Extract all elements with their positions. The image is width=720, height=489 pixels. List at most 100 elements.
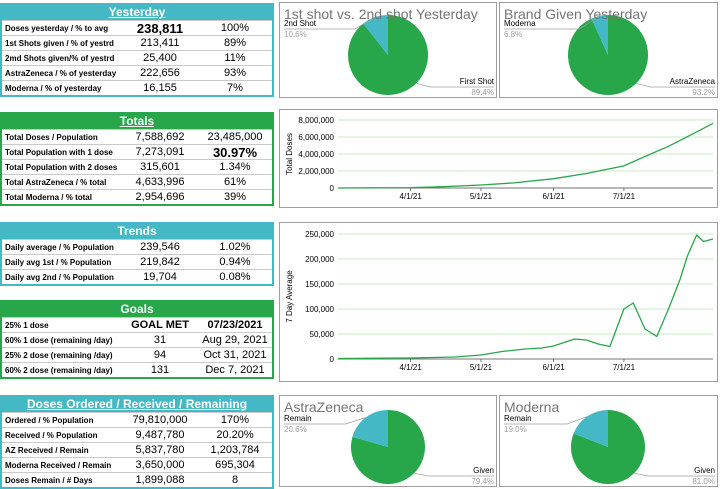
slice-value-label: 81.0% bbox=[692, 477, 715, 486]
line-chart-7-day-average: 0 50,000 100,000 150,000 200,000 250,000 4/1/2… bbox=[279, 222, 718, 382]
slice-label: Given bbox=[694, 466, 715, 475]
pie-chart-astrazeneca: Remain 20.6% Given 79.4% AstraZeneca bbox=[279, 395, 497, 487]
leader-line bbox=[284, 417, 366, 425]
y-tick-label: 6,000,000 bbox=[298, 133, 334, 142]
series-line bbox=[337, 234, 714, 360]
slice-label: 2nd Shot bbox=[284, 19, 317, 28]
yesterday-table: Yesterday Doses yesterday / % to avg 238,… bbox=[0, 3, 274, 97]
pie-chart-moderna: Remain 19.0% Given 81.0% Moderna bbox=[499, 395, 718, 487]
x-tick-label: 6/1/21 bbox=[543, 363, 566, 372]
chart-title: 1st shot vs. 2nd shot Yesterday bbox=[284, 6, 478, 22]
table-row: Doses Remain / # Days 1,899,088 8 bbox=[2, 472, 272, 487]
chart-title: Brand Given Yesterday bbox=[504, 6, 648, 22]
table-row: Total Doses / Population 7,588,692 23,485,… bbox=[2, 129, 272, 144]
table-row: 1st Shots given / % of yestrd 213,411 89% bbox=[2, 35, 272, 50]
table-row: Daily avg 1st / % Population 219,842 0.94% bbox=[2, 254, 272, 269]
y-tick-label: 250,000 bbox=[305, 230, 334, 239]
table-row: 60% 1 dose (remaining /day) 31 Aug 29, 202… bbox=[2, 332, 272, 347]
yesterday-header: Yesterday bbox=[2, 5, 272, 20]
pie-chart-brand: Moderna 6.8% AstraZeneca 93.2% Brand Given … bbox=[499, 2, 718, 98]
slice-label: AstraZeneca bbox=[670, 77, 716, 86]
y-tick-label: 8,000,000 bbox=[298, 116, 334, 125]
pie-slice-moderna bbox=[591, 15, 608, 55]
x-tick-label: 5/1/21 bbox=[470, 192, 493, 201]
line-chart-total-doses-svg: 0 2,000,000 4,000,000 6,000,000 8,000,000 4/1… bbox=[285, 116, 714, 201]
table-row: Daily avg 2nd / % Population 19,704 0.08% bbox=[2, 269, 272, 284]
y-tick-label: 200,000 bbox=[305, 255, 334, 264]
slice-value-label: 19.0% bbox=[504, 425, 527, 434]
leader-line bbox=[636, 82, 715, 88]
leader-line bbox=[414, 472, 494, 477]
table-row: 25% 1 dose GOAL MET 07/23/2021 bbox=[2, 317, 272, 332]
chart-title: AstraZeneca bbox=[284, 399, 364, 415]
y-tick-label: 0 bbox=[330, 355, 335, 364]
table-row: Ordered / % Population 79,810,000 170% bbox=[2, 412, 272, 427]
leader-line bbox=[634, 472, 715, 477]
table-row: AstraZeneca / % of yesterday 222,656 93% bbox=[2, 65, 272, 80]
leader-line bbox=[504, 416, 588, 425]
slice-value-label: 10.6% bbox=[284, 30, 307, 39]
trends-header: Trends bbox=[2, 224, 272, 239]
y-tick-label: 4,000,000 bbox=[298, 150, 334, 159]
x-tick-label: 5/1/21 bbox=[470, 363, 493, 372]
y-tick-label: 0 bbox=[330, 184, 335, 193]
table-row: 2md Shots given/% of yestrd 25,400 11% bbox=[2, 50, 272, 65]
totals-header: Totals bbox=[2, 114, 272, 129]
totals-table: Totals Total Doses / Population 7,588,692… bbox=[0, 112, 274, 206]
slice-label: Remain bbox=[284, 414, 312, 423]
chart-title: Moderna bbox=[504, 399, 560, 415]
line-chart-total-doses: 0 2,000,000 4,000,000 6,000,000 8,000,000 4/1… bbox=[279, 109, 718, 208]
table-row: AZ Received / Remain 5,837,780 1,203,784 bbox=[2, 442, 272, 457]
slice-value-label: 89.4% bbox=[471, 88, 494, 97]
y-tick-label: 2,000,000 bbox=[298, 167, 334, 176]
table-row: Received / % Population 9,487,780 20.20% bbox=[2, 427, 272, 442]
slice-label: Moderna bbox=[504, 19, 536, 28]
slice-value-label: 93.2% bbox=[692, 88, 715, 97]
trends-table: Trends Daily average / % Population 239,5… bbox=[0, 222, 274, 286]
doses-table: Doses Ordered / Received / Remaining Ord… bbox=[0, 395, 274, 489]
pie-chart-shots: 2nd Shot 10.6% First Shot 89.4% 1st shot vs… bbox=[279, 2, 497, 98]
table-row: Total AstraZeneca / % total 4,633,996 61% bbox=[2, 174, 272, 189]
leader-line bbox=[504, 15, 600, 30]
x-tick-label: 4/1/21 bbox=[400, 192, 423, 201]
y-tick-label: 100,000 bbox=[305, 305, 334, 314]
pie-chart-astrazeneca-svg: Remain 20.6% Given 79.4% bbox=[284, 410, 494, 486]
pie-slice-first-shot bbox=[348, 15, 428, 96]
slice-label: First Shot bbox=[460, 77, 495, 86]
leader-line bbox=[284, 16, 376, 30]
pie-slice-remain bbox=[573, 410, 608, 447]
leader-line bbox=[416, 82, 494, 88]
pie-chart-brand-svg: Moderna 6.8% AstraZeneca 93.2% bbox=[504, 15, 716, 97]
goals-header: Goals bbox=[2, 302, 272, 317]
pie-chart-moderna-svg: Remain 19.0% Given 81.0% bbox=[504, 410, 715, 486]
pie-chart-shots-svg: 2nd Shot 10.6% First Shot 89.4% bbox=[284, 15, 495, 97]
goals-table: Goals 25% 1 dose GOAL MET 07/23/2021 60% 1… bbox=[0, 300, 274, 379]
x-tick-label: 4/1/21 bbox=[400, 363, 423, 372]
line-chart-7-day-average-svg: 0 50,000 100,000 150,000 200,000 250,000 4/1/2… bbox=[285, 230, 714, 372]
table-row: Total Population with 1 dose 7,273,091 30.… bbox=[2, 144, 272, 160]
table-row: Doses yesterday / % to avg 238,811 100% bbox=[2, 20, 272, 36]
table-row: Daily average / % Population 239,546 1.02% bbox=[2, 239, 272, 254]
slice-label: Given bbox=[473, 466, 494, 475]
slice-label: Remain bbox=[504, 414, 532, 423]
slice-value-label: 79.4% bbox=[471, 477, 494, 486]
pie-slice-2nd-shot bbox=[363, 15, 388, 55]
table-row: 25% 2 dose (remaining /day) 94 Oct 31, 202… bbox=[2, 347, 272, 362]
table-row: Total Moderna / % total 2,954,696 39% bbox=[2, 189, 272, 204]
table-row: Moderna / % of yesterday 16,155 7% bbox=[2, 80, 272, 95]
table-row: 60% 2 dose (remaining /day) 131 Dec 7, 202… bbox=[2, 362, 272, 377]
table-row: Moderna Received / Remain 3,650,000 695,30… bbox=[2, 457, 272, 472]
table-row: Total Population with 2 doses 315,601 1.34… bbox=[2, 159, 272, 174]
slice-value-label: 6.8% bbox=[504, 30, 522, 39]
y-axis-label: 7 Day Average bbox=[285, 270, 294, 323]
pie-slice-remain bbox=[352, 410, 388, 447]
y-tick-label: 150,000 bbox=[305, 280, 334, 289]
x-tick-label: 7/1/21 bbox=[613, 363, 636, 372]
x-tick-label: 6/1/21 bbox=[543, 192, 566, 201]
x-tick-label: 7/1/21 bbox=[613, 192, 636, 201]
series-line bbox=[337, 122, 714, 189]
doses-header: Doses Ordered / Received / Remaining bbox=[2, 397, 272, 412]
y-tick-label: 50,000 bbox=[310, 330, 335, 339]
slice-value-label: 20.6% bbox=[284, 425, 307, 434]
y-axis-label: Total Doses bbox=[285, 133, 294, 175]
